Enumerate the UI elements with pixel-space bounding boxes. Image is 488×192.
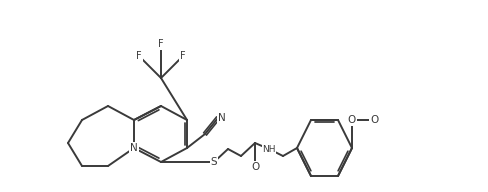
Text: F: F	[136, 51, 142, 61]
Text: F: F	[158, 39, 164, 49]
Text: NH: NH	[262, 145, 276, 153]
Text: O: O	[251, 162, 259, 172]
Text: S: S	[211, 157, 217, 167]
Text: O: O	[348, 115, 356, 125]
Text: F: F	[180, 51, 186, 61]
Text: N: N	[130, 143, 138, 153]
Text: N: N	[218, 113, 226, 123]
Text: O: O	[370, 115, 378, 125]
